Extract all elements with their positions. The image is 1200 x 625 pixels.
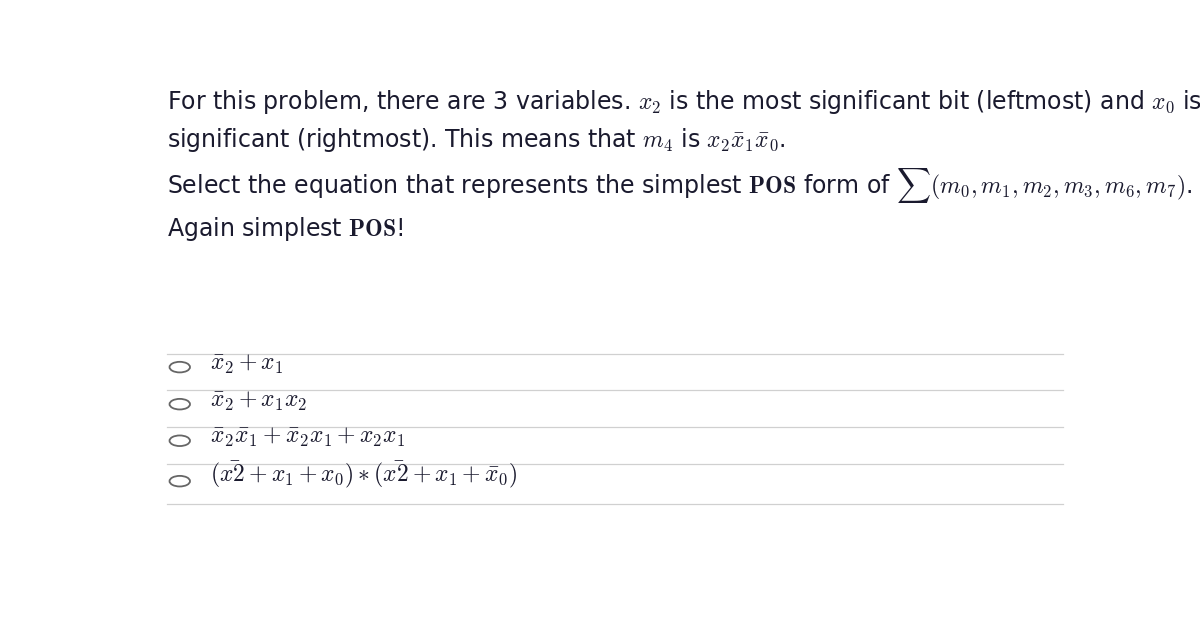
Text: $\bar{x}_2\bar{x}_1 + \bar{x}_2 x_1 + x_2 x_1$: $\bar{x}_2\bar{x}_1 + \bar{x}_2 x_1 + x_… <box>210 426 406 449</box>
Text: significant (rightmost). This means that $m_4$ is $x_2\bar{x}_1\bar{x}_0$.: significant (rightmost). This means that… <box>167 126 786 154</box>
Text: $\bar{x}_2 + x_1$: $\bar{x}_2 + x_1$ <box>210 352 284 376</box>
Text: For this problem, there are 3 variables. $x_2$ is the most significant bit (left: For this problem, there are 3 variables.… <box>167 88 1200 116</box>
Text: Again simplest $\mathbf{POS}$!: Again simplest $\mathbf{POS}$! <box>167 216 403 243</box>
Text: $\bar{x}_2 + x_1 x_2$: $\bar{x}_2 + x_1 x_2$ <box>210 389 307 413</box>
Text: $(\bar{x2} + x_1 + x_0) * (\bar{x2} + x_1 + \bar{x}_0)$: $(\bar{x2} + x_1 + x_0) * (\bar{x2} + x_… <box>210 459 518 490</box>
Text: Select the equation that represents the simplest $\mathbf{POS}$ form of $\sum(m_: Select the equation that represents the … <box>167 166 1192 205</box>
